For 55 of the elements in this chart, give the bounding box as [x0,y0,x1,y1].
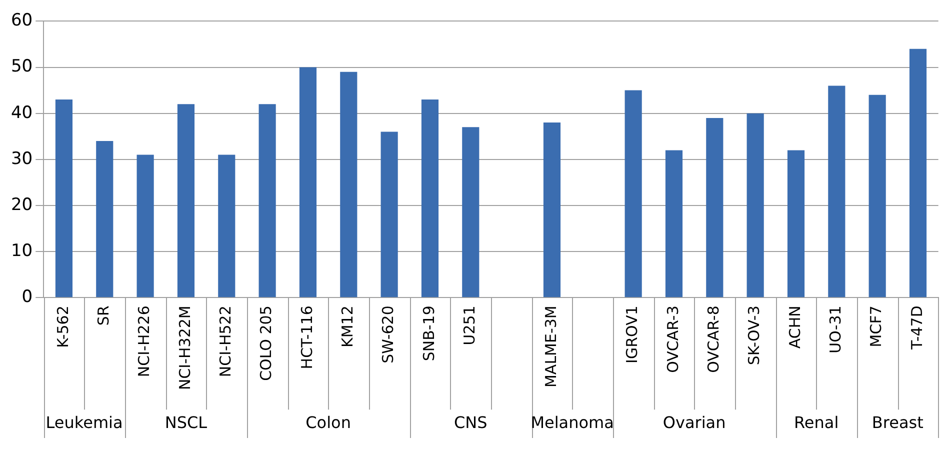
text: CNS [454,413,488,432]
bar [462,127,480,298]
bar [218,154,236,298]
bar [828,86,846,298]
bar [624,90,642,298]
bar [380,132,398,298]
y-tick-label: 30 [10,148,33,169]
x-tick-label: ACHN [786,306,804,349]
x-tick-label: K-562 [54,306,72,348]
x-tick-label: MALME-3M [542,306,560,388]
bar [136,154,154,298]
y-tick-label: 0 [22,287,33,308]
x-tick-label: U251 [460,306,479,346]
text: Colon [306,413,351,432]
bar [665,150,683,298]
text: Ovarian [662,413,726,432]
x-tick-label: HCT-116 [298,306,316,370]
bar [299,67,317,298]
x-tick-label: SK-OV-3 [745,306,764,366]
bar [96,140,114,298]
bar [909,48,927,298]
text: Melanoma [530,413,614,432]
text: NSCL [164,413,208,432]
y-tick-label: 60 [10,10,33,31]
bar [421,100,439,298]
y-tick-label: 40 [10,102,33,123]
x-tick-label: COLO 205 [257,306,276,381]
bar [787,150,805,298]
x-tick-label: SNB-19 [420,306,438,362]
y-tick-label: 20 [10,194,33,215]
x-tick-label: NCI-H522 [216,306,235,378]
x-tick-label: NCI-H226 [135,306,154,378]
bar [746,113,764,298]
x-tick-label: OVCAR-3 [664,306,682,373]
bar [340,72,358,298]
y-tick-label: 10 [10,240,33,261]
x-tick-label: UO-31 [826,306,845,354]
text: Leukemia [46,413,123,432]
x-tick-label: NCI-H322M [176,306,194,390]
x-tick-label: MCF7 [867,306,886,348]
bar [543,122,561,298]
bar [258,104,276,298]
bar [868,94,886,298]
x-tick-label: SW-620 [379,306,398,364]
x-tick-label: KM12 [338,306,357,348]
x-tick-label: OVCAR-8 [704,306,723,373]
bar [55,100,73,298]
bar [706,118,724,298]
x-tick-label: IGROV1 [623,306,642,364]
bar [177,104,195,298]
y-tick-label: 50 [10,56,33,77]
text: Renal [794,413,839,432]
text: Breast [872,413,924,432]
x-tick-label: T-47D [908,306,926,350]
x-tick-label: SR [94,306,113,326]
